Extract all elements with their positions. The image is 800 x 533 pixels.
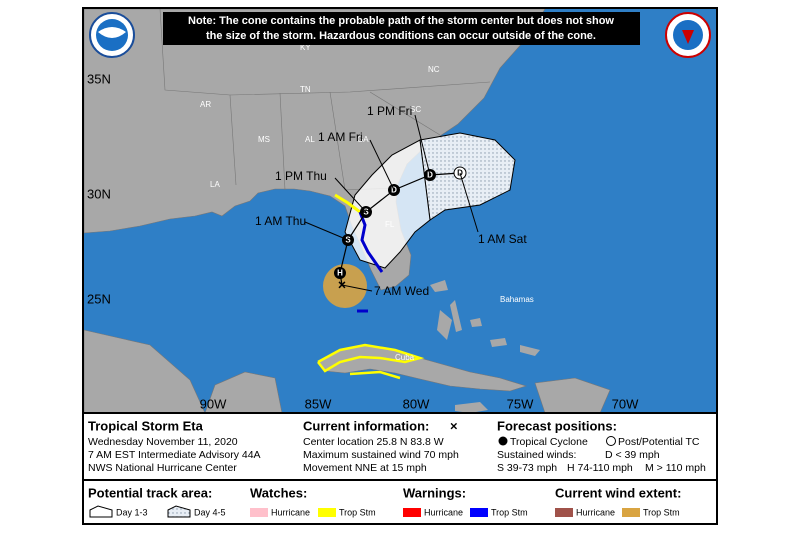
storm-line: 7 AM EST Intermediate Advisory 44A [88,449,261,461]
forecast-label: 1 PM Thu [275,169,327,183]
current-line: Movement NNE at 15 mph [303,462,427,474]
region-label: Bahamas [500,295,534,304]
legend-text: Hurricane [271,507,310,517]
storm-title: Tropical Storm Eta [88,418,204,433]
forecast-title: Forecast positions: [497,418,617,433]
storm-line: Wednesday November 11, 2020 [88,436,238,448]
marker-letter: H [337,269,343,278]
info-panel: Tropical Storm Eta Wednesday November 11… [88,418,706,473]
region-label: KY [300,43,311,52]
lon-label: 80W [403,396,430,411]
day13-swatch [89,505,113,518]
forecast-text: Sustained winds: [497,449,576,461]
lat-labels: 35N 30N 25N [87,71,111,306]
legend: Potential track area: Day 1-3 Day 4-5 Wa… [88,485,681,518]
state-lines [159,9,237,186]
forecast-label: 1 PM Fri [367,104,412,118]
nws-logo [665,12,711,58]
lon-label: 75W [507,396,534,411]
marker-letter: D [427,171,433,180]
hispaniola-land [534,377,611,413]
lon-label: 90W [200,396,227,411]
forecast-label: 1 AM Thu [255,214,306,228]
region-label: LA [210,180,220,189]
map: × [84,9,716,413]
storm-line: NWS National Hurricane Center [88,462,237,474]
legend-title: Watches: [250,485,307,500]
note: Note: The cone contains the probable pat… [163,12,640,45]
region-label: SC [410,105,421,114]
forecast-label: 1 AM Fri [318,130,363,144]
forecast-text: Post/Potential TC [618,436,700,448]
region-label: AL [305,135,315,144]
lat-label: 25N [87,291,111,306]
current-symbol: × [450,418,458,433]
region-label: AR [200,100,211,109]
region-label: GA [357,135,369,144]
yucatan-land [204,371,283,413]
ts-wind-swatch [622,508,640,517]
state-lines [229,81,491,96]
lat-label: 30N [87,186,111,201]
legend-text: Trop Stm [491,507,528,517]
legend-text: Hurricane [576,507,615,517]
forecast-text: D < 39 mph [605,449,660,461]
forecast-label: 1 AM Sat [478,232,527,246]
lat-label: 35N [87,71,111,86]
current-position: × [338,277,346,293]
cone-day-1-3 [344,139,431,269]
ts-warning [358,211,384,273]
legend-text: Trop Stm [339,507,376,517]
marker-letter: S [345,236,351,245]
jamaica-land [455,402,488,413]
marker-letter: D [391,186,397,195]
region-label: TN [300,85,311,94]
region-label: NC [428,65,440,74]
cuba-watch [349,370,401,380]
note-line: Note: The cone contains the probable pat… [188,15,614,27]
lon-label: 85W [305,396,332,411]
legend-title: Warnings: [403,485,466,500]
ts-watch [334,193,361,214]
noaa-logo [89,12,135,58]
cuba-watch [317,343,425,373]
state-lines [369,91,441,136]
hurricane-watch-swatch [250,508,268,517]
region-label: FL [385,220,395,229]
day45-swatch [167,505,191,518]
bahamas [430,280,540,356]
lon-labels: 90W 85W 80W 75W 70W [200,396,639,411]
current-line: Maximum sustained wind 70 mph [303,449,459,461]
tc-symbol [498,436,508,446]
marker-letter: S [363,208,369,217]
region-label: Cuba [395,353,415,362]
legend-text: Hurricane [424,507,463,517]
forecast-point: H [334,267,346,279]
state-lines [279,92,286,191]
legend-title: Potential track area: [88,485,212,500]
ts-warning-swatch [470,508,488,517]
forecast-text: Tropical Cyclone [510,436,588,448]
forecast-text: H 74-110 mph [567,462,633,474]
forecast-text: S 39-73 mph [497,462,557,474]
forecast-label: 7 AM Wed [374,284,429,298]
mexico-land [84,329,206,413]
legend-title: Current wind extent: [555,485,681,500]
lon-label: 70W [612,396,639,411]
forecast-text: M > 110 mph [645,462,706,474]
forecast-labels: 7 AM Wed 1 AM Thu 1 PM Thu 1 AM Fri 1 PM… [255,104,527,298]
hurricane-wind-swatch [555,508,573,517]
ts-watch-swatch [318,508,336,517]
current-title: Current information: [303,418,429,433]
legend-text: Trop Stm [643,507,680,517]
legend-text: Day 4-5 [194,507,226,517]
legend-text: Day 1-3 [116,507,148,517]
region-label: MS [258,135,270,144]
hurricane-warning-swatch [403,508,421,517]
ptc-symbol [606,436,616,446]
note-line: the size of the storm. Hazardous conditi… [206,30,596,42]
current-line: Center location 25.8 N 83.8 W [303,436,444,448]
